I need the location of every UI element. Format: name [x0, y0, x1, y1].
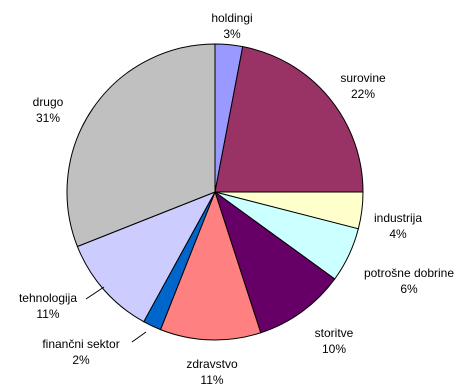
slice-name: finančni sektor [42, 337, 119, 351]
slice-label-0: holdingi 3% [211, 11, 252, 41]
slice-percent: 6% [400, 282, 418, 296]
slice-labels: holdingi 3% surovine 22% industrija 4% potrošn… [19, 11, 454, 387]
slice-name: storitve [315, 326, 354, 340]
slice-name: surovine [340, 71, 386, 85]
slice-percent: 11% [36, 307, 59, 321]
leader-lines [85, 286, 147, 343]
pie-slice-1 [214, 46, 364, 193]
slice-percent: 4% [389, 227, 407, 241]
slice-percent: 22% [351, 87, 375, 101]
leader-line-7 [85, 286, 105, 300]
slice-label-8: drugo 31% [33, 95, 64, 125]
pie-slices [66, 43, 364, 341]
leader-line-6 [131, 331, 147, 343]
slice-label-3: potrošne dobrine 6% [364, 266, 454, 296]
slice-name: drugo [33, 95, 64, 109]
pie-slice-4 [214, 190, 336, 334]
slice-label-5: zdravstvo 11% [186, 357, 238, 387]
slice-label-1: surovine 22% [340, 71, 386, 101]
slice-percent: 3% [223, 27, 241, 41]
slice-name: zdravstvo [186, 357, 238, 371]
slice-percent: 10% [322, 342, 346, 356]
pie-slice-5 [159, 190, 262, 341]
slice-name: holdingi [211, 11, 252, 25]
slice-percent: 11% [200, 373, 223, 387]
pie-slice-8 [66, 43, 216, 248]
slice-percent: 2% [72, 353, 90, 367]
slice-label-7: tehnologija 11% [19, 291, 77, 321]
slice-name: tehnologija [19, 291, 77, 305]
slice-label-4: storitve 10% [315, 326, 354, 356]
slice-percent: 31% [36, 111, 60, 125]
pie-slice-7 [76, 191, 217, 323]
slice-name: potrošne dobrine [364, 266, 454, 280]
slice-label-6: finančni sektor 2% [42, 337, 119, 367]
slice-name: industrija [374, 211, 422, 225]
slice-label-2: industrija 4% [374, 211, 422, 241]
